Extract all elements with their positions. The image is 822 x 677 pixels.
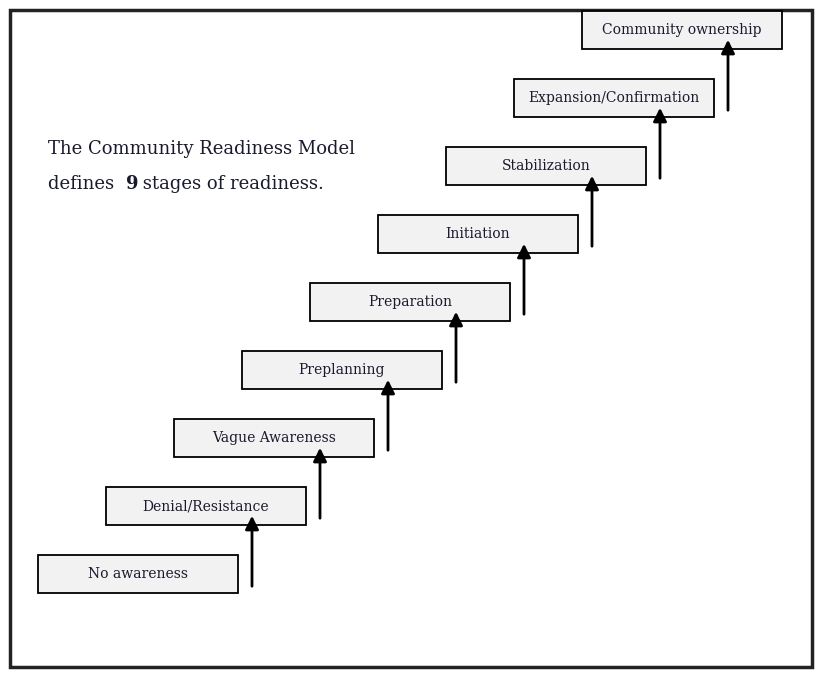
Text: The Community Readiness Model: The Community Readiness Model xyxy=(48,140,355,158)
Bar xyxy=(106,487,306,525)
Text: Vague Awareness: Vague Awareness xyxy=(212,431,336,445)
Bar xyxy=(446,147,646,185)
Bar xyxy=(310,283,510,321)
Text: No awareness: No awareness xyxy=(88,567,188,581)
Bar xyxy=(38,555,238,593)
Text: Expansion/Confirmation: Expansion/Confirmation xyxy=(529,91,700,105)
Text: Stabilization: Stabilization xyxy=(501,159,590,173)
Text: Preplanning: Preplanning xyxy=(298,363,386,377)
Text: defines: defines xyxy=(48,175,120,193)
Text: Preparation: Preparation xyxy=(368,295,452,309)
Text: stages of readiness.: stages of readiness. xyxy=(137,175,324,193)
Bar xyxy=(514,79,714,117)
Text: 9: 9 xyxy=(126,175,138,193)
Bar xyxy=(378,215,578,253)
Text: Initiation: Initiation xyxy=(446,227,510,241)
Bar xyxy=(582,11,782,49)
Text: Community ownership: Community ownership xyxy=(603,23,762,37)
Text: Denial/Resistance: Denial/Resistance xyxy=(143,499,270,513)
Bar xyxy=(242,351,442,389)
Bar xyxy=(174,419,374,457)
